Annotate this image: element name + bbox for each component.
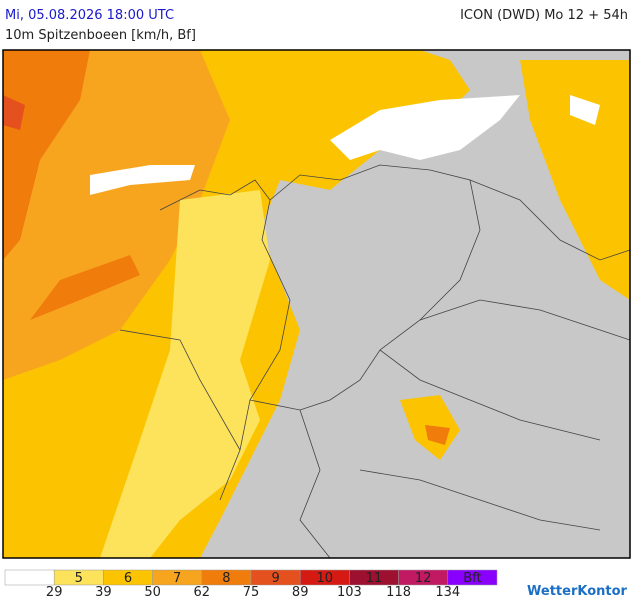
legend-class: 11 — [366, 571, 383, 586]
parameter: 10m Spitzenboeen [km/h, Bf] — [5, 28, 196, 43]
legend-class: 8 — [222, 571, 230, 586]
legend-class: 5 — [75, 571, 83, 586]
legend-threshold: 50 — [144, 585, 161, 600]
legend-threshold: 62 — [194, 585, 211, 600]
model: ICON (DWD) Mo 12 + 54h — [460, 8, 628, 23]
legend-threshold: 29 — [46, 585, 63, 600]
legend-threshold: 103 — [337, 585, 362, 600]
date: Mi, 05.08.2026 18:00 UTC — [5, 8, 174, 23]
legend-swatch — [447, 569, 498, 586]
legend-class: Bft — [463, 571, 481, 586]
legend-class: 10 — [317, 571, 334, 586]
legend-class: 6 — [124, 571, 132, 586]
legend-threshold: 75 — [243, 585, 260, 600]
legend-threshold: 39 — [95, 585, 112, 600]
map — [2, 49, 631, 559]
legend-threshold: 118 — [386, 585, 411, 600]
legend-class: 12 — [415, 571, 432, 586]
legend-class: 7 — [173, 571, 181, 586]
legend-threshold: 134 — [435, 585, 460, 600]
brand: WetterKontor — [527, 584, 628, 599]
legend-threshold: 89 — [292, 585, 309, 600]
legend-class: 9 — [271, 571, 279, 586]
legend-swatch — [4, 569, 55, 586]
